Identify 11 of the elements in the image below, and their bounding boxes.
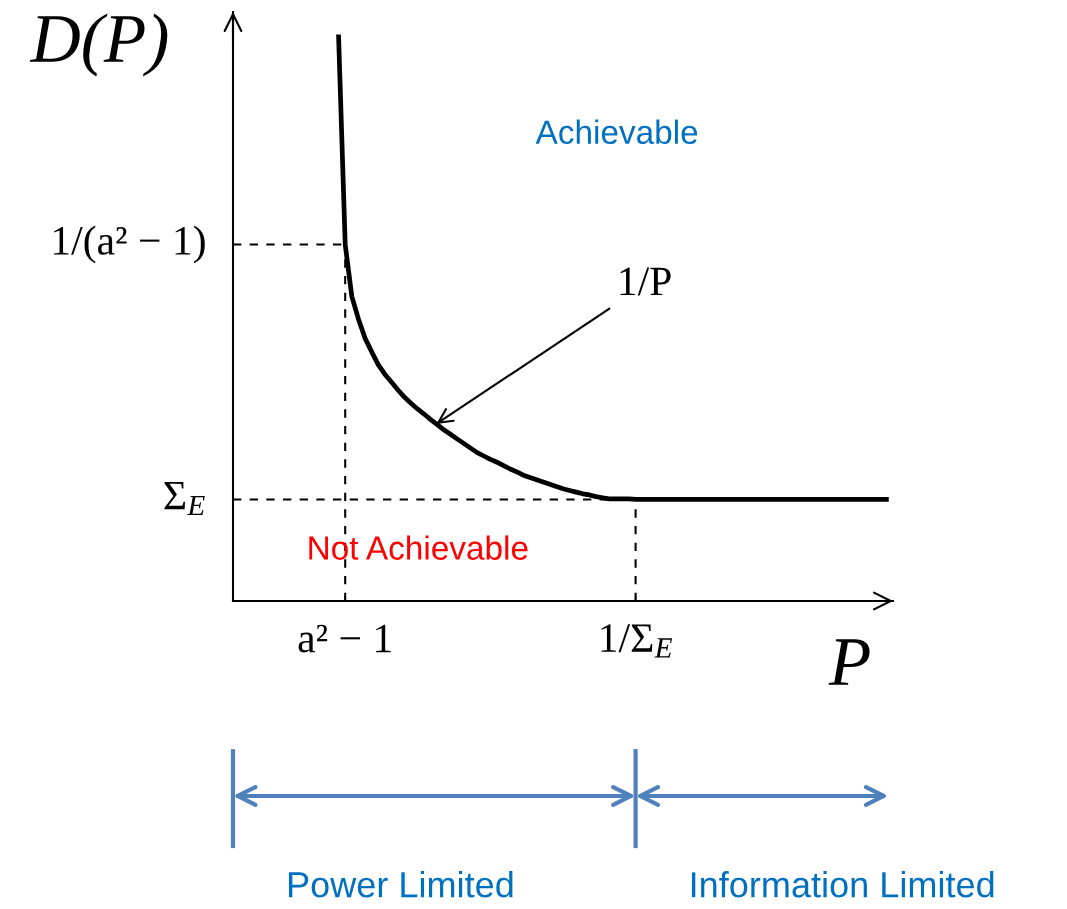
ref-line-label: 1/(a² − 1) xyxy=(53,225,205,264)
y-axis-title: D(P) xyxy=(29,13,168,77)
annotation: Achievable xyxy=(535,119,698,145)
annotation: 1/P xyxy=(620,267,671,296)
annotation: Not Achievable xyxy=(309,535,528,560)
ref-line-label: Σ$_{E}$ xyxy=(164,481,205,515)
x-tick-label: 1/Σ$_{E}$ xyxy=(601,624,673,658)
x-axis-title: P xyxy=(828,639,870,685)
text: Power Limited xyxy=(288,871,513,898)
text: Information Limited xyxy=(691,871,994,898)
x-tick-label: a² − 1 xyxy=(298,624,391,653)
